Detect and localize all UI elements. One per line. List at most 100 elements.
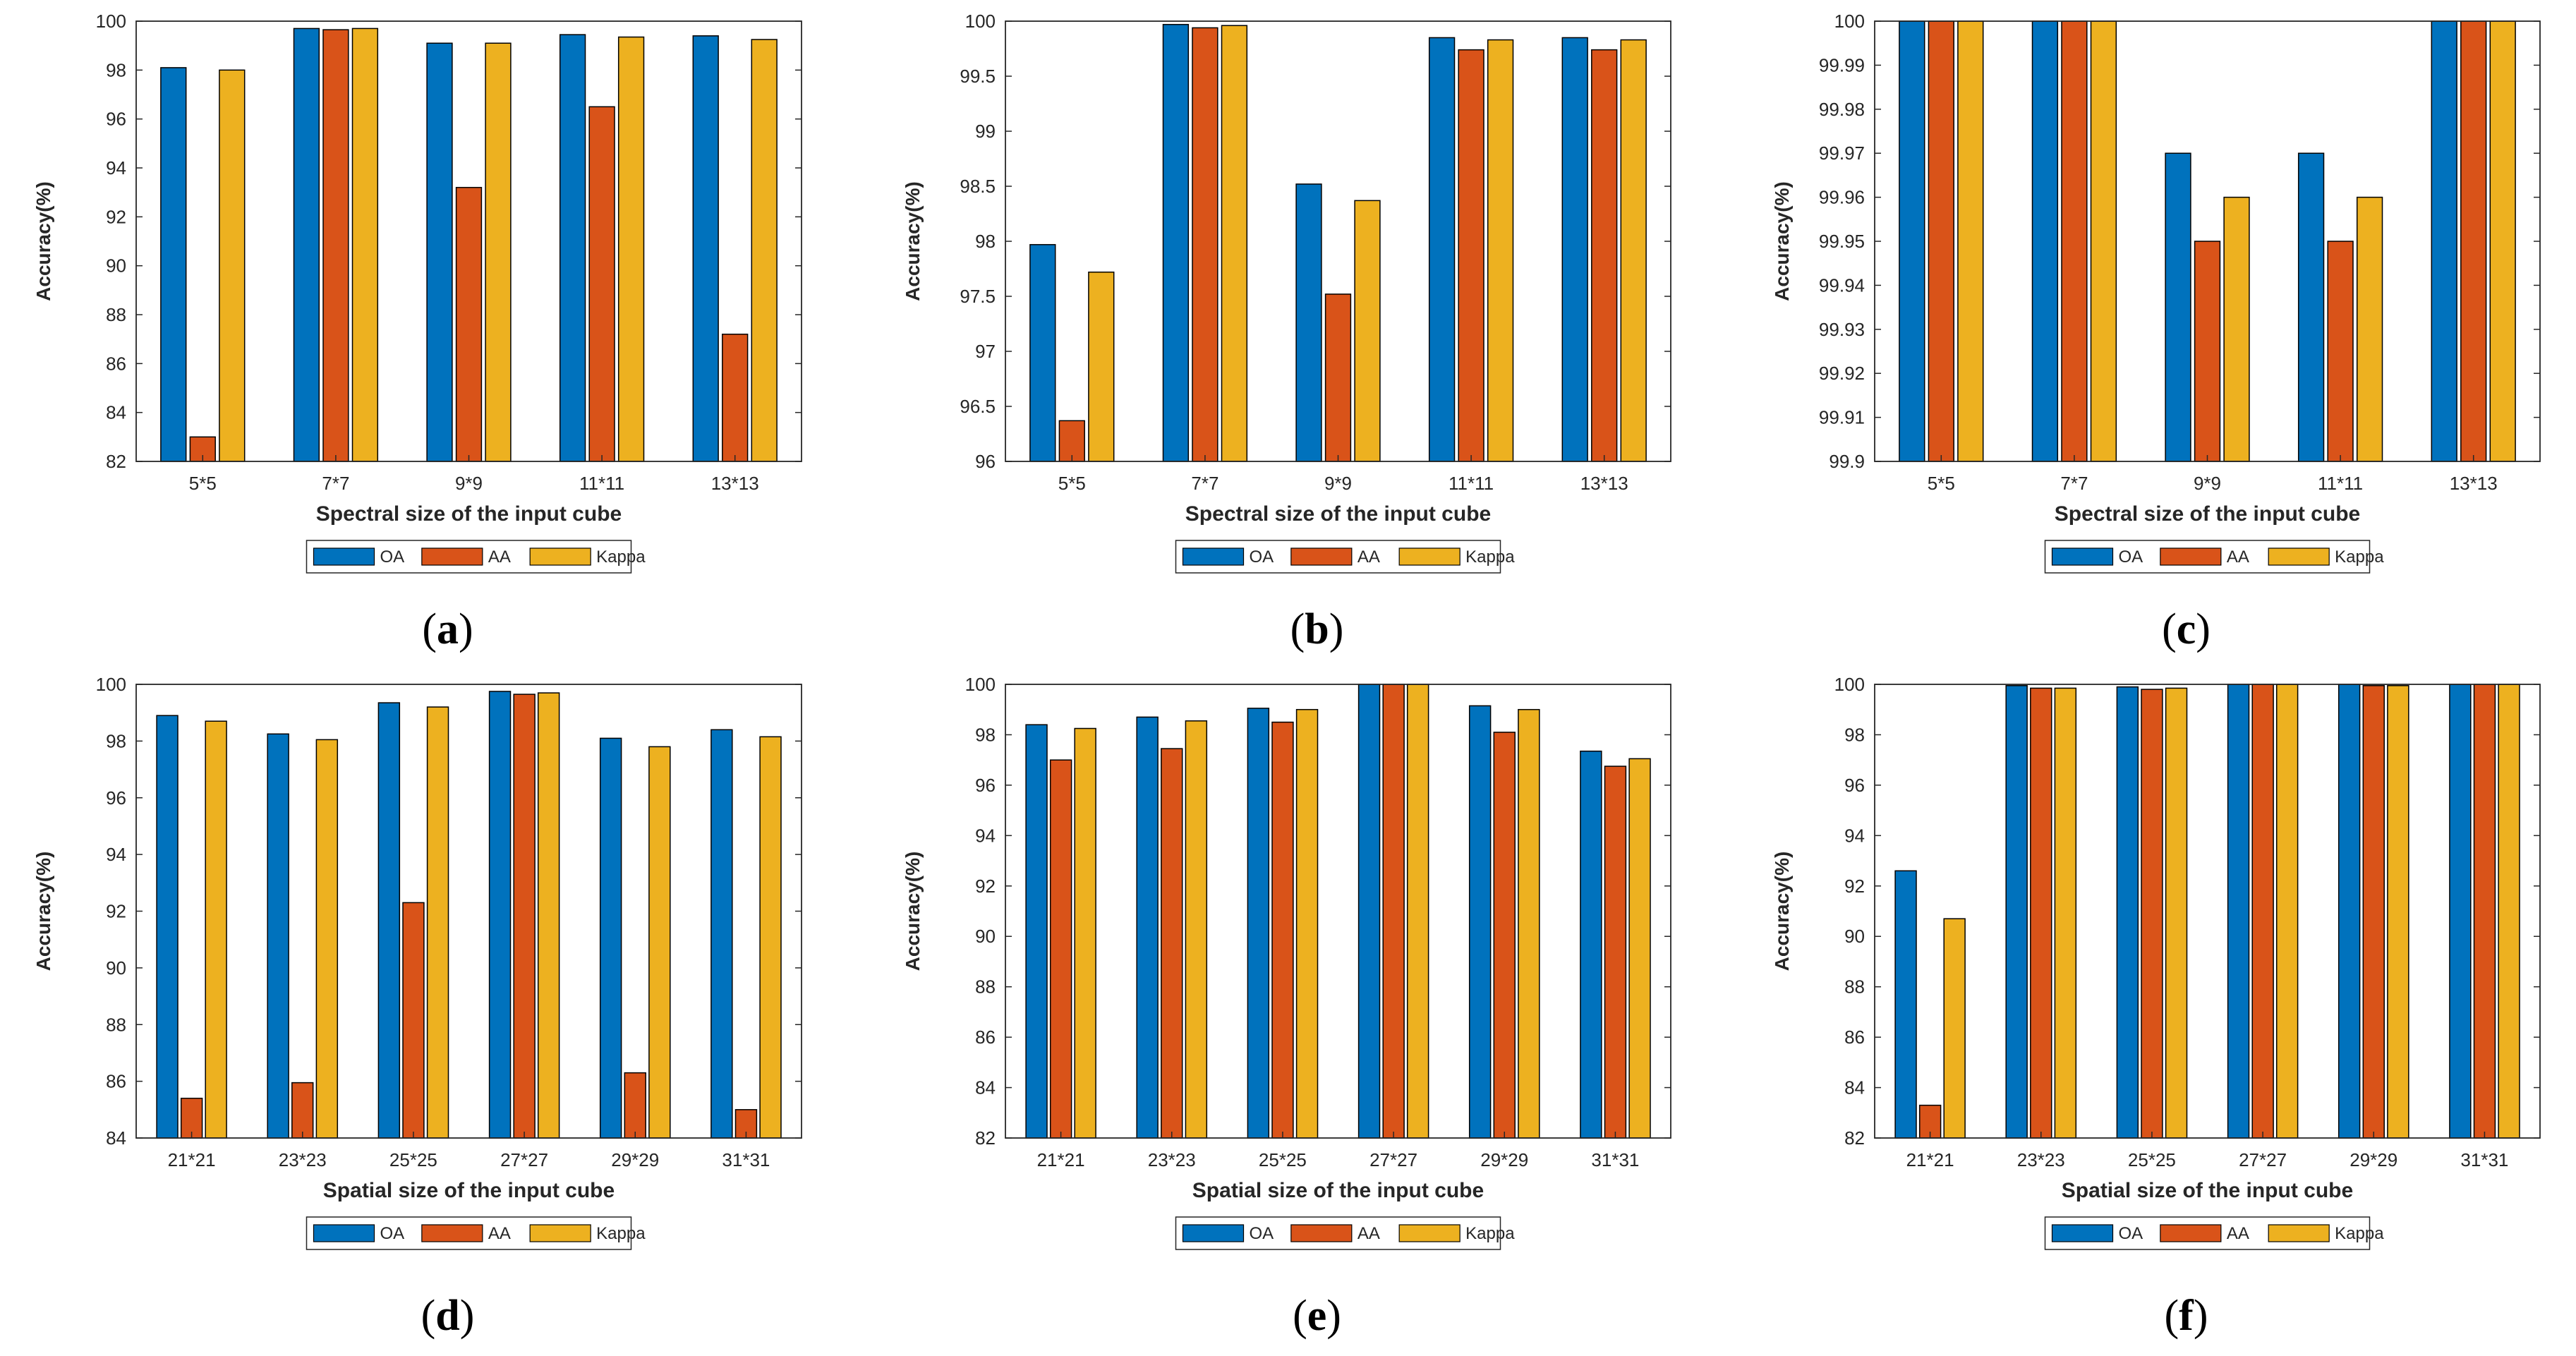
bar-oa-7*7 — [293, 28, 320, 462]
y-tick-label: 100 — [965, 674, 996, 695]
bar-kappa-31*31 — [1628, 758, 1651, 1139]
legend-label-kappa: Kappa — [596, 1224, 646, 1243]
x-tick-label: 27*27 — [500, 1149, 548, 1170]
x-tick-label: 21*21 — [1906, 1149, 1954, 1170]
bar-oa-9*9 — [2165, 152, 2191, 462]
x-tick-label: 7*7 — [2060, 473, 2088, 494]
y-tick-label: 86 — [106, 353, 126, 374]
y-tick-label: 99.5 — [960, 66, 996, 87]
bar-kappa-5*5 — [1957, 20, 1984, 462]
bar-kappa-9*9 — [1354, 200, 1381, 462]
bar-kappa-25*25 — [426, 706, 449, 1139]
y-tick-label: 90 — [975, 926, 996, 947]
x-tick-label: 5*5 — [1928, 473, 1955, 494]
y-tick-label: 92 — [106, 206, 126, 227]
y-axis-label: Accuracy(%) — [32, 852, 54, 971]
bar-oa-27*27 — [1357, 684, 1381, 1139]
bar-aa-13*13 — [2460, 20, 2487, 462]
y-tick-label: 82 — [975, 1127, 996, 1149]
y-tick-label: 90 — [1844, 926, 1865, 947]
bar-oa-13*13 — [692, 35, 719, 462]
bar-oa-25*25 — [1247, 708, 1270, 1139]
bar-aa-7*7 — [1192, 27, 1219, 462]
x-tick-label: 31*31 — [1591, 1149, 1639, 1170]
chart-panel-f: 21*21 23*23 25*25 27*27 29*29 31*31 82 84 86 88 90… — [1771, 674, 2541, 1340]
y-tick-label: 88 — [106, 1014, 126, 1035]
y-tick-label: 88 — [1844, 976, 1865, 998]
y-tick-label: 99 — [975, 121, 996, 142]
bar-aa-11*11 — [588, 106, 615, 462]
bar-oa-25*25 — [377, 702, 401, 1139]
legend-swatch-oa — [313, 1224, 375, 1242]
bar-aa-11*11 — [2327, 241, 2354, 462]
bar-kappa-11*11 — [617, 36, 645, 462]
bar-oa-21*21 — [1025, 724, 1048, 1139]
legend-label-kappa: Kappa — [1465, 547, 1515, 567]
legend-swatch-kappa — [2268, 547, 2330, 566]
y-tick-label: 86 — [975, 1027, 996, 1048]
y-tick-label: 94 — [106, 157, 126, 178]
bar-oa-7*7 — [2031, 20, 2059, 462]
bar-oa-13*13 — [2431, 20, 2457, 462]
y-tick-label: 90 — [106, 255, 126, 277]
legend-label-aa: AA — [2227, 1224, 2249, 1243]
bar-aa-27*27 — [1382, 684, 1405, 1139]
y-tick-label: 100 — [96, 674, 126, 695]
legend-swatch-kappa — [1398, 547, 1461, 566]
bar-kappa-13*13 — [2489, 20, 2516, 462]
y-tick-label: 99.9 — [1829, 451, 1865, 472]
bar-kappa-23*23 — [1185, 720, 1208, 1139]
legend-label-aa: AA — [1357, 547, 1380, 567]
y-tick-label: 98 — [975, 231, 996, 252]
y-tick-label: 96 — [106, 109, 126, 130]
legend: OA AA Kappa — [2044, 1216, 2384, 1250]
x-axis-label: Spatial size of the input cube — [2062, 1179, 2353, 1202]
legend-swatch-aa — [421, 547, 483, 566]
y-tick-label: 98.5 — [960, 176, 996, 197]
bar-oa-11*11 — [1428, 37, 1456, 462]
bar-aa-23*23 — [2030, 687, 2052, 1139]
legend-label-oa: OA — [380, 1224, 405, 1243]
legend-swatch-aa — [2160, 547, 2222, 566]
bar-kappa-21*21 — [205, 720, 227, 1139]
bar-aa-29*29 — [1493, 732, 1516, 1139]
y-tick-label: 99.92 — [1819, 363, 1865, 384]
bar-kappa-23*23 — [2054, 687, 2077, 1139]
bar-kappa-31*31 — [759, 736, 782, 1139]
panel-label: (e) — [1293, 1292, 1341, 1340]
bar-kappa-31*31 — [2498, 684, 2520, 1139]
legend-swatch-oa — [2051, 547, 2114, 566]
bar-oa-13*13 — [1561, 37, 1588, 462]
bar-aa-29*29 — [624, 1072, 646, 1139]
y-tick-label: 99.95 — [1819, 231, 1865, 252]
bar-aa-23*23 — [291, 1082, 314, 1139]
legend-label-aa: AA — [488, 547, 511, 567]
x-tick-label: 31*31 — [722, 1149, 770, 1170]
x-tick-label: 5*5 — [1058, 473, 1086, 494]
legend-swatch-oa — [1182, 1224, 1245, 1242]
y-tick-label: 84 — [975, 1077, 996, 1098]
legend-swatch-oa — [2051, 1224, 2114, 1242]
legend-label-oa: OA — [2119, 547, 2143, 567]
y-tick-label: 90 — [106, 957, 126, 979]
y-tick-label: 98 — [975, 724, 996, 745]
bar-aa-21*21 — [180, 1097, 203, 1139]
bar-kappa-29*29 — [2387, 685, 2409, 1139]
legend-label-kappa: Kappa — [596, 547, 646, 567]
bar-oa-9*9 — [426, 42, 453, 462]
y-tick-label: 98 — [1844, 724, 1865, 745]
legend-label-oa: OA — [1250, 1224, 1274, 1243]
x-tick-label: 27*27 — [1369, 1149, 1417, 1170]
bar-oa-23*23 — [1136, 716, 1159, 1139]
legend-swatch-kappa — [2268, 1224, 2330, 1242]
legend: OA AA Kappa — [1175, 1216, 1515, 1250]
bar-aa-9*9 — [455, 186, 483, 462]
bar-aa-23*23 — [1161, 748, 1183, 1139]
y-tick-label: 99.93 — [1819, 319, 1865, 340]
bar-kappa-29*29 — [1518, 708, 1540, 1139]
axes-frame — [1874, 20, 2541, 462]
x-tick-label: 25*25 — [1259, 1149, 1307, 1170]
legend-swatch-oa — [1182, 547, 1245, 566]
bar-aa-21*21 — [1049, 759, 1072, 1139]
